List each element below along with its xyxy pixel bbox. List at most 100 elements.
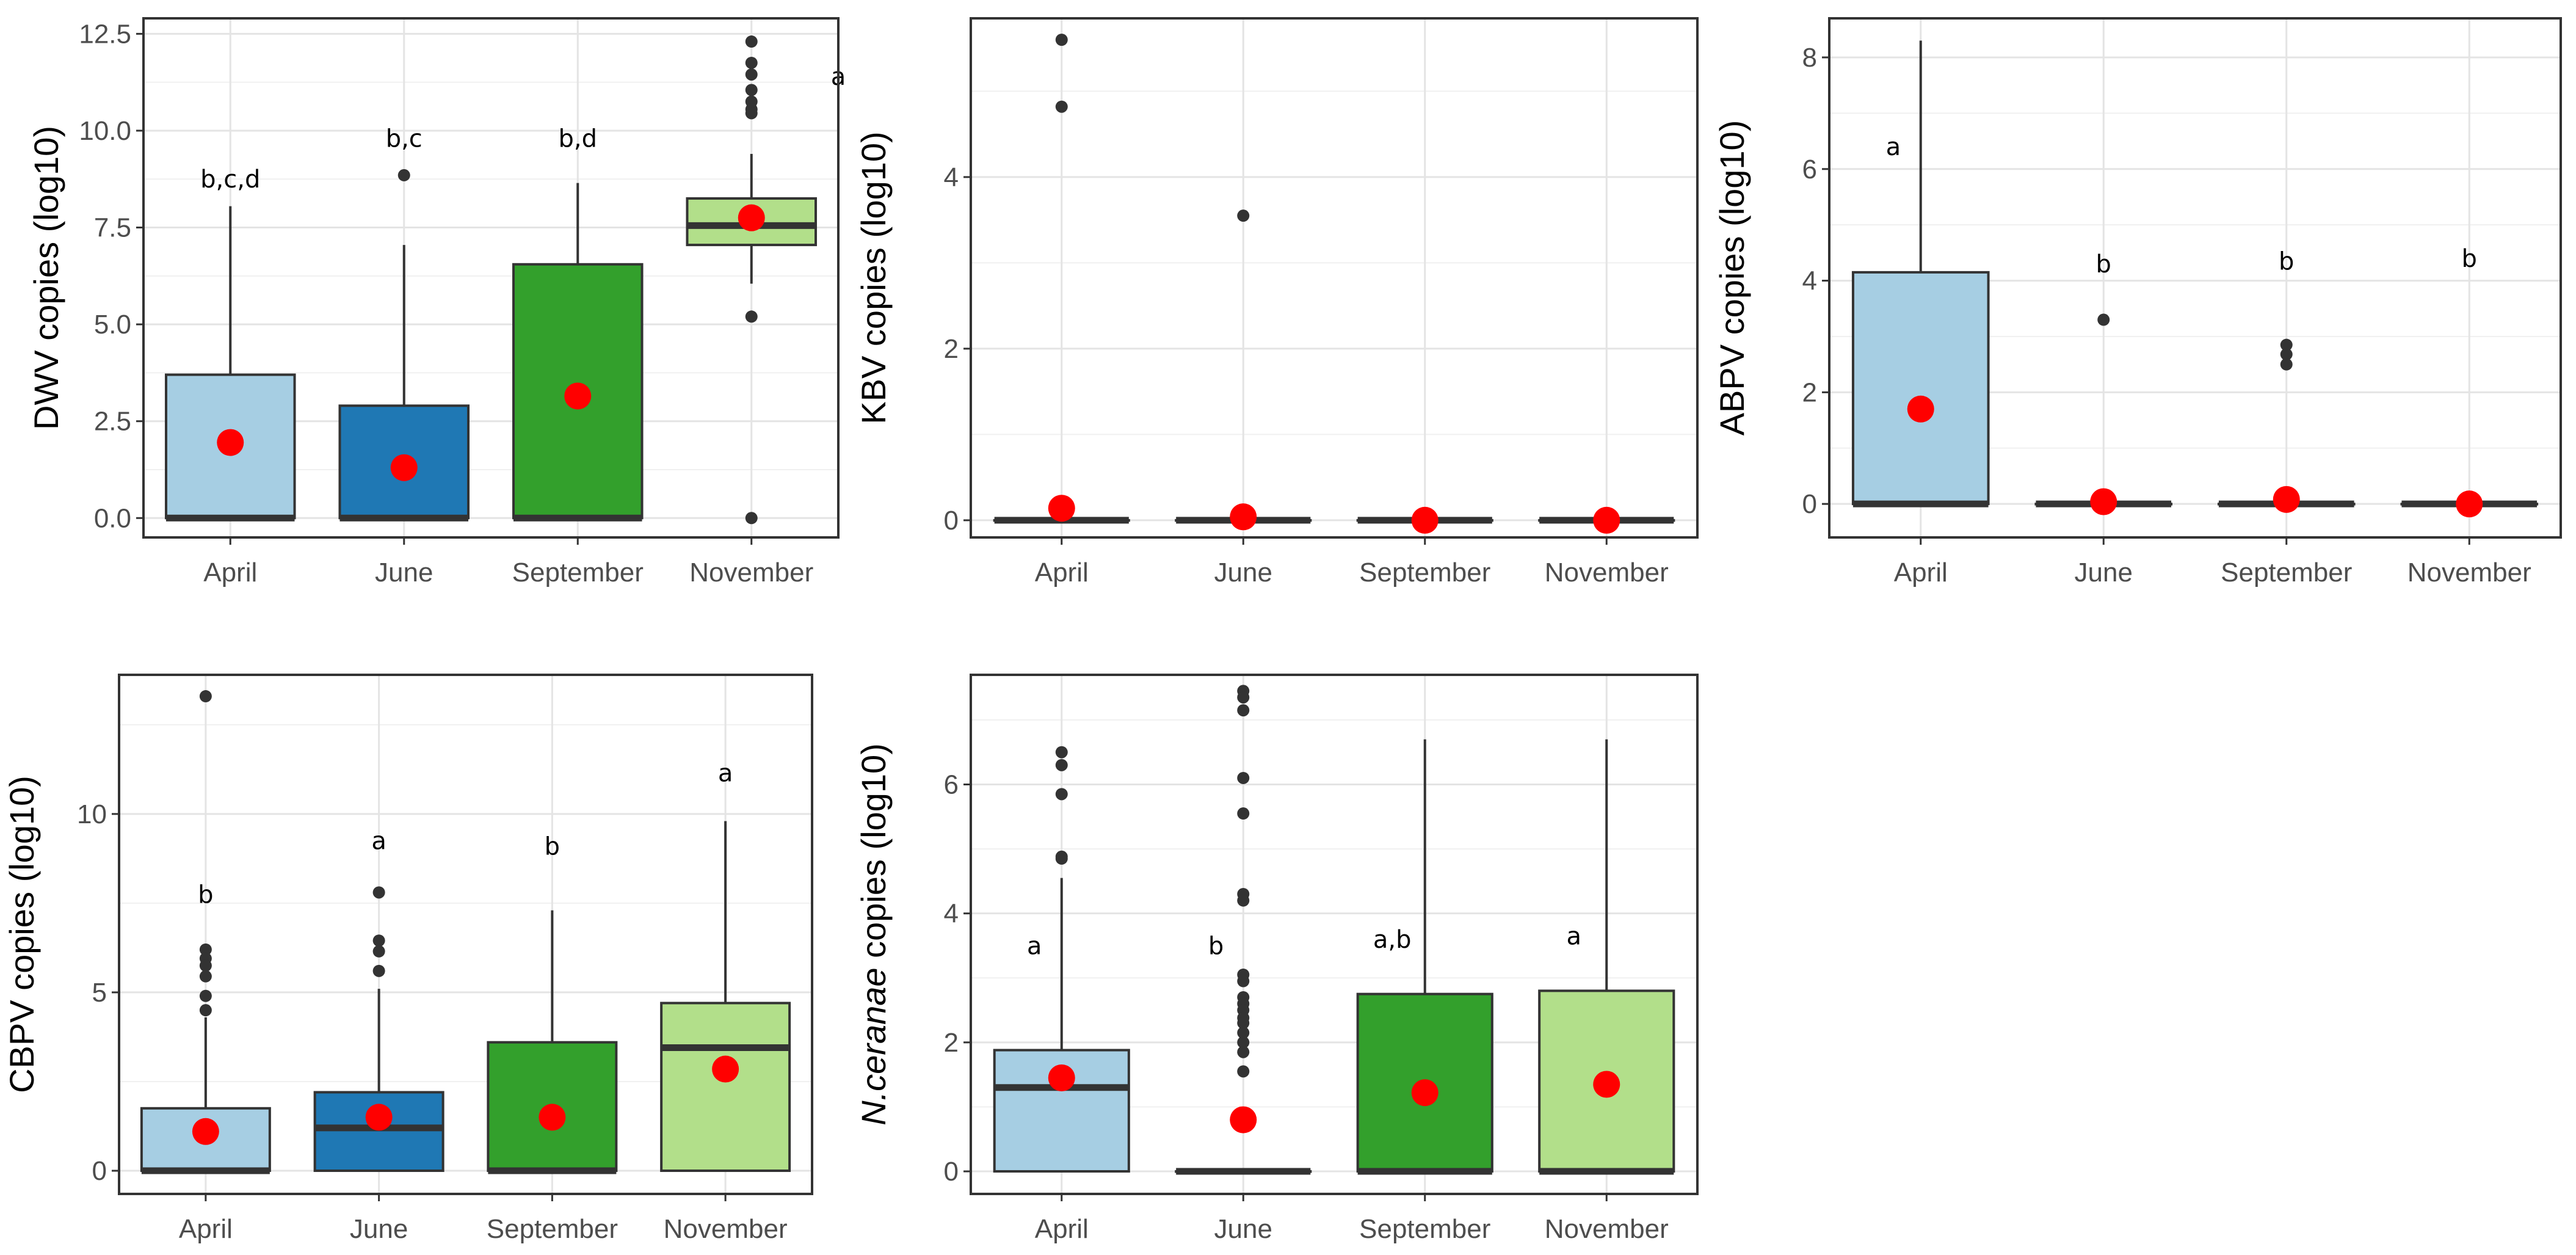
- mean-point: [2090, 488, 2117, 515]
- y-tick-label: 2: [1802, 377, 1817, 407]
- box-november: [1538, 739, 1675, 1175]
- x-tick-label: June: [1214, 558, 1272, 587]
- outlier-point: [372, 964, 385, 977]
- outlier-point: [745, 68, 758, 81]
- box-body: [1851, 271, 1990, 506]
- outlier-point: [745, 107, 758, 120]
- y-axis-title: N.ceranae copies (log10): [854, 743, 893, 1126]
- outlier-point: [1237, 1017, 1250, 1030]
- x-tick-label: April: [1035, 1214, 1089, 1244]
- outlier-point: [199, 989, 212, 1002]
- outlier-point: [1237, 1065, 1250, 1078]
- y-tick-label: 4: [1802, 266, 1817, 296]
- x-tick-label: April: [203, 558, 257, 587]
- mean-point: [365, 1104, 393, 1131]
- mean-point: [1230, 503, 1257, 531]
- y-tick-label: 10.0: [79, 116, 131, 146]
- mean-point: [564, 382, 592, 410]
- outlier-point: [1055, 34, 1068, 46]
- y-tick-label: 10: [77, 799, 107, 829]
- box-april: [140, 690, 271, 1174]
- x-tick-label: September: [487, 1214, 618, 1244]
- mean-point: [217, 429, 244, 456]
- significance-label: b,d: [559, 125, 598, 153]
- outlier-point: [2280, 358, 2293, 371]
- significance-label: b: [1208, 932, 1224, 960]
- x-tick-label: November: [2407, 558, 2531, 587]
- mean-point: [1230, 1106, 1257, 1133]
- outlier-point: [1055, 746, 1068, 758]
- y-tick-label: 12.5: [79, 19, 131, 49]
- outlier-point: [199, 690, 212, 703]
- panel-nceranae: a b a,b a 0 2 4 6 April June September November N.ce…: [854, 674, 1699, 1244]
- significance-label: b: [545, 832, 560, 860]
- outlier-point: [1237, 975, 1250, 988]
- mean-point: [1907, 395, 1934, 423]
- panel-cbpv: b a b a 0 5 10 April June September November CBPV c…: [2, 674, 813, 1244]
- y-tick-label: 6: [1802, 155, 1817, 184]
- y-axis-title: ABPV copies (log10): [1713, 120, 1751, 436]
- y-tick-label: 0: [944, 1157, 959, 1187]
- outlier-point: [199, 943, 212, 956]
- significance-label: b,c,d: [200, 166, 260, 194]
- mean-point: [390, 454, 418, 481]
- y-tick-label: 0: [1802, 489, 1817, 519]
- panel-border: [1828, 17, 2562, 539]
- significance-label: a: [1027, 932, 1042, 960]
- y-tick-label: 0: [944, 506, 959, 536]
- x-tick-label: September: [2221, 558, 2352, 587]
- significance-label: a: [1566, 923, 1581, 951]
- box-november: [2400, 490, 2539, 518]
- x-tick-label: November: [664, 1214, 788, 1244]
- outlier-point: [745, 310, 758, 323]
- outlier-point: [2280, 348, 2293, 361]
- y-axis-title-rest: copies (log10): [854, 743, 893, 967]
- outlier-point: [372, 886, 385, 899]
- box-september: [1356, 506, 1493, 534]
- outlier-point: [372, 934, 385, 947]
- y-axis-title: CBPV copies (log10): [2, 776, 41, 1093]
- outlier-point: [2280, 338, 2293, 351]
- box-june: [2034, 313, 2173, 515]
- y-tick-label: 4: [944, 162, 959, 192]
- outlier-point: [1055, 852, 1068, 865]
- outlier-point: [1237, 1036, 1250, 1049]
- box-june: [338, 169, 470, 522]
- box-september: [512, 183, 644, 522]
- y-tick-label: 7.5: [94, 213, 131, 243]
- mean-point: [1593, 1071, 1620, 1098]
- x-tick-label: June: [350, 1214, 408, 1244]
- outlier-point: [1055, 100, 1068, 113]
- mean-point: [1411, 506, 1439, 534]
- x-tick-label: November: [689, 558, 813, 587]
- y-tick-label: 2: [944, 1028, 959, 1058]
- x-tick-label: September: [512, 558, 644, 587]
- outlier-point: [745, 84, 758, 96]
- panel-border: [118, 674, 813, 1195]
- x-tick-label: September: [1359, 1214, 1490, 1244]
- box-april: [993, 746, 1130, 1173]
- x-tick-label: April: [179, 1214, 233, 1244]
- outlier-point: [199, 970, 212, 983]
- mean-point: [738, 204, 765, 231]
- box-june: [313, 886, 444, 1173]
- y-tick-label: 8: [1802, 43, 1817, 73]
- y-tick-label: 2.5: [94, 407, 131, 437]
- x-tick-label: June: [375, 558, 433, 587]
- significance-label: a: [718, 760, 733, 788]
- x-tick-label: June: [2075, 558, 2133, 587]
- mean-point: [539, 1104, 566, 1131]
- panel-border: [142, 17, 840, 539]
- panel-abpv: a b b b 0 2 4 6 8 April June September November ABPV …: [1713, 17, 2562, 587]
- box-body: [660, 1002, 791, 1173]
- outlier-point: [1237, 209, 1250, 222]
- x-tick-label: November: [1545, 1214, 1669, 1244]
- panel-border: [970, 17, 1699, 539]
- outlier-point: [1237, 1027, 1250, 1039]
- outlier-point: [1237, 1046, 1250, 1058]
- box-september: [2217, 338, 2356, 513]
- outlier-point: [1237, 691, 1250, 704]
- x-tick-label: September: [1359, 558, 1490, 587]
- significance-label: b,c: [386, 125, 423, 153]
